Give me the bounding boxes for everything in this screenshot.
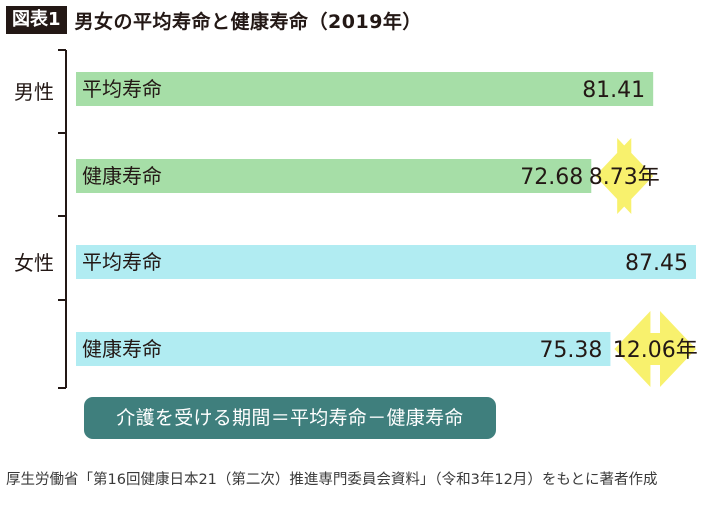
group-label-1: 女性 [14,251,54,275]
source-note: 厚生労働省「第16回健康日本21（第二次）推進専門委員会資料」（令和3年12月）… [6,472,658,488]
gap-arrow-1 [614,311,696,387]
bar-label-1-1: 健康寿命 [82,337,162,361]
chart-header: 図表1 男女の平均寿命と健康寿命（2019年） [6,6,422,34]
bar-value-1-1: 75.38 [539,338,602,363]
bar-value-0-1: 72.68 [520,165,583,190]
group-label-0: 男性 [14,80,54,104]
bar-value-1-0: 87.45 [625,251,688,276]
bar-1-1 [76,332,611,366]
gap-arrow-0 [595,138,654,214]
bar-1-0 [76,245,696,279]
chart-title: 男女の平均寿命と健康寿命（2019年） [74,10,422,33]
formula-annotation: 介護を受ける期間＝平均寿命－健康寿命 [84,397,496,439]
bar-value-0-0: 81.41 [582,78,645,103]
gap-label-0: 8.73年 [589,165,660,190]
bar-label-0-1: 健康寿命 [82,164,162,188]
bar-0-0 [76,72,654,106]
bar-label-1-0: 平均寿命 [82,250,162,274]
bar-label-0-0: 平均寿命 [82,77,162,101]
figure-tag: 図表1 [6,6,67,34]
gap-label-1: 12.06年 [613,338,698,363]
bar-0-1 [76,159,592,193]
